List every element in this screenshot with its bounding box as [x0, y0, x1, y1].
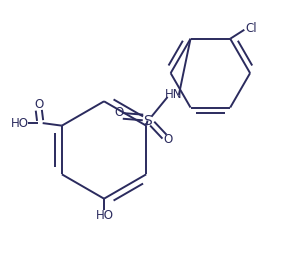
Text: Cl: Cl — [245, 22, 257, 35]
Text: HN: HN — [164, 88, 182, 102]
Text: HO: HO — [11, 117, 29, 130]
Text: O: O — [115, 106, 124, 119]
Text: O: O — [34, 98, 43, 111]
Text: O: O — [164, 133, 173, 146]
Text: S: S — [143, 113, 152, 127]
Text: HO: HO — [96, 209, 114, 222]
